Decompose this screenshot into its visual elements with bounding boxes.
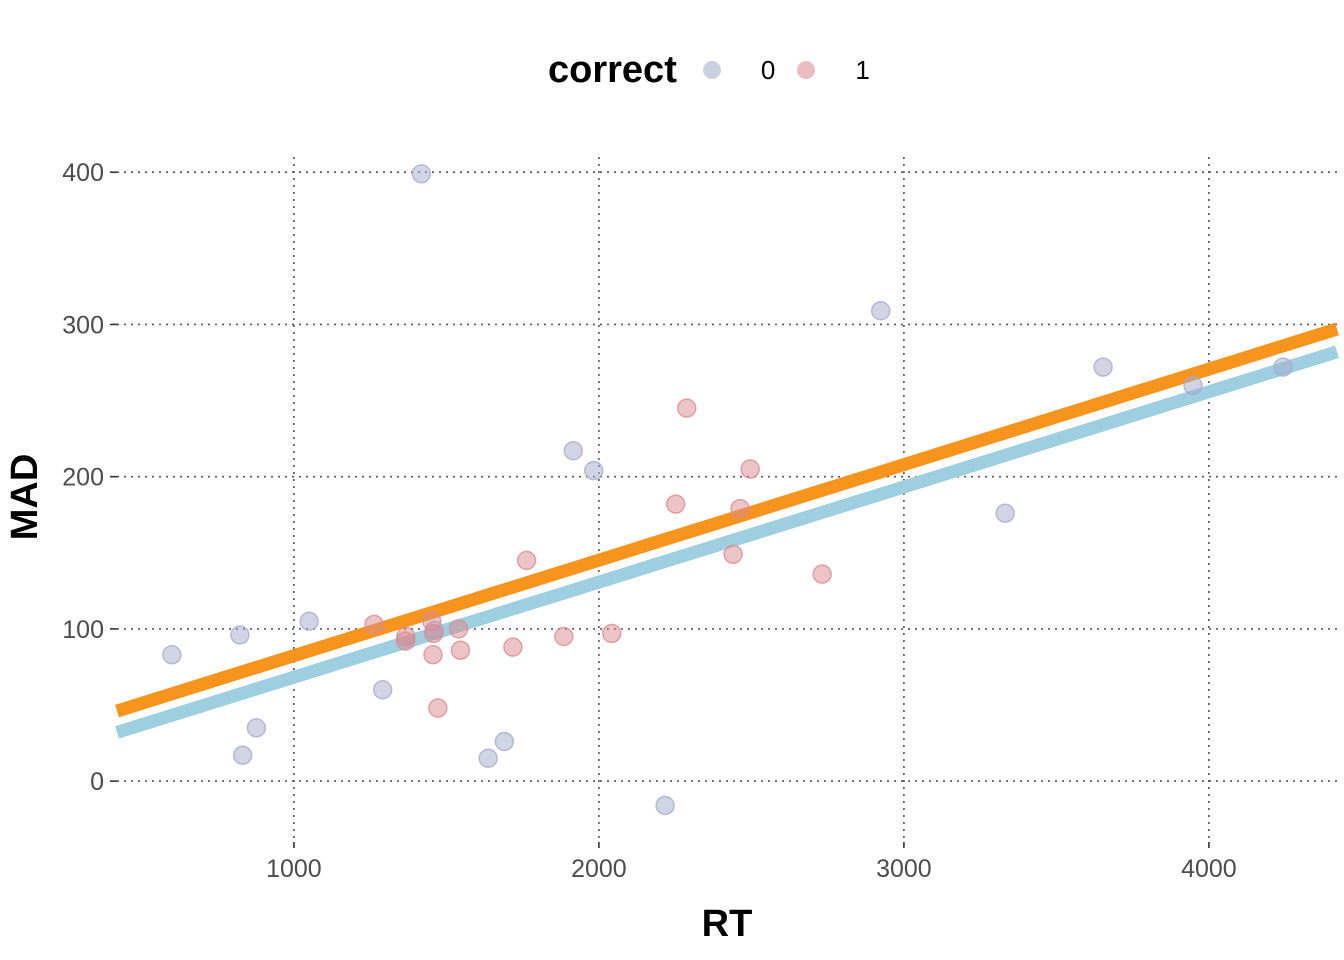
data-point-correct-0 xyxy=(478,748,498,769)
data-point-correct-0 xyxy=(870,300,891,321)
legend-item-0: 0 xyxy=(702,54,776,86)
data-point-correct-1 xyxy=(812,564,832,584)
data-point-correct-1 xyxy=(676,398,697,418)
legend-label-1: 1 xyxy=(855,54,870,85)
data-point-correct-1 xyxy=(601,623,622,644)
data-point-correct-0 xyxy=(411,163,432,184)
data-point-correct-0 xyxy=(563,441,584,461)
y-tick-label: 400 xyxy=(62,159,104,187)
y-tick-label: 200 xyxy=(62,464,104,492)
fit-line-correct-0 xyxy=(115,345,1339,739)
legend: correct 0 1 xyxy=(548,44,892,96)
data-point-correct-0 xyxy=(1183,375,1203,396)
data-point-correct-0 xyxy=(583,460,604,481)
data-point-correct-0 xyxy=(299,611,319,632)
data-point-correct-0 xyxy=(232,745,253,765)
fit-lines xyxy=(115,322,1339,739)
data-point-correct-0 xyxy=(1273,357,1293,377)
legend-label-0: 0 xyxy=(760,54,776,85)
data-point-correct-1 xyxy=(364,614,384,635)
data-point-correct-0 xyxy=(230,625,250,645)
x-axis-title: RT xyxy=(702,903,753,945)
data-point-correct-1 xyxy=(450,640,471,660)
data-point-correct-1 xyxy=(516,550,537,571)
data-point-correct-1 xyxy=(666,494,686,514)
data-point-correct-1 xyxy=(423,645,443,665)
data-point-correct-1 xyxy=(396,626,416,647)
x-tick-label: 4000 xyxy=(1181,855,1237,883)
data-point-correct-0 xyxy=(1093,357,1113,377)
x-tick-label: 2000 xyxy=(571,855,627,883)
legend-key-1 xyxy=(797,61,816,79)
y-tick-label: 100 xyxy=(62,616,104,644)
data-point-correct-1 xyxy=(448,619,469,639)
x-tick-label: 1000 xyxy=(266,855,322,883)
data-point-correct-0 xyxy=(162,645,182,665)
data-point-correct-1 xyxy=(730,498,750,519)
data-point-correct-1 xyxy=(740,459,760,479)
grid xyxy=(117,157,1337,842)
x-tick-label: 3000 xyxy=(876,855,932,883)
data-point-correct-0 xyxy=(372,680,393,700)
y-tick-label: 300 xyxy=(62,311,104,339)
data-point-correct-1 xyxy=(428,698,448,718)
data-point-correct-0 xyxy=(655,795,675,816)
legend-key-0 xyxy=(702,61,721,79)
data-point-correct-0 xyxy=(246,718,267,738)
y-tick-label: 0 xyxy=(90,768,104,796)
axis-ticks: 1000 2000 3000 4000 0 100 200 300 400 xyxy=(62,159,1236,883)
legend-title: correct xyxy=(548,48,677,91)
data-point-correct-0 xyxy=(995,503,1015,523)
data-point-correct-1 xyxy=(423,623,444,644)
legend-item-1: 1 xyxy=(797,54,870,86)
data-point-correct-0 xyxy=(494,731,515,752)
data-points xyxy=(162,163,1293,816)
data-point-correct-1 xyxy=(723,544,743,565)
data-point-correct-1 xyxy=(554,626,574,647)
y-axis-title: MAD xyxy=(4,454,46,541)
data-point-correct-1 xyxy=(503,637,523,657)
fit-line-correct-1 xyxy=(115,322,1339,718)
